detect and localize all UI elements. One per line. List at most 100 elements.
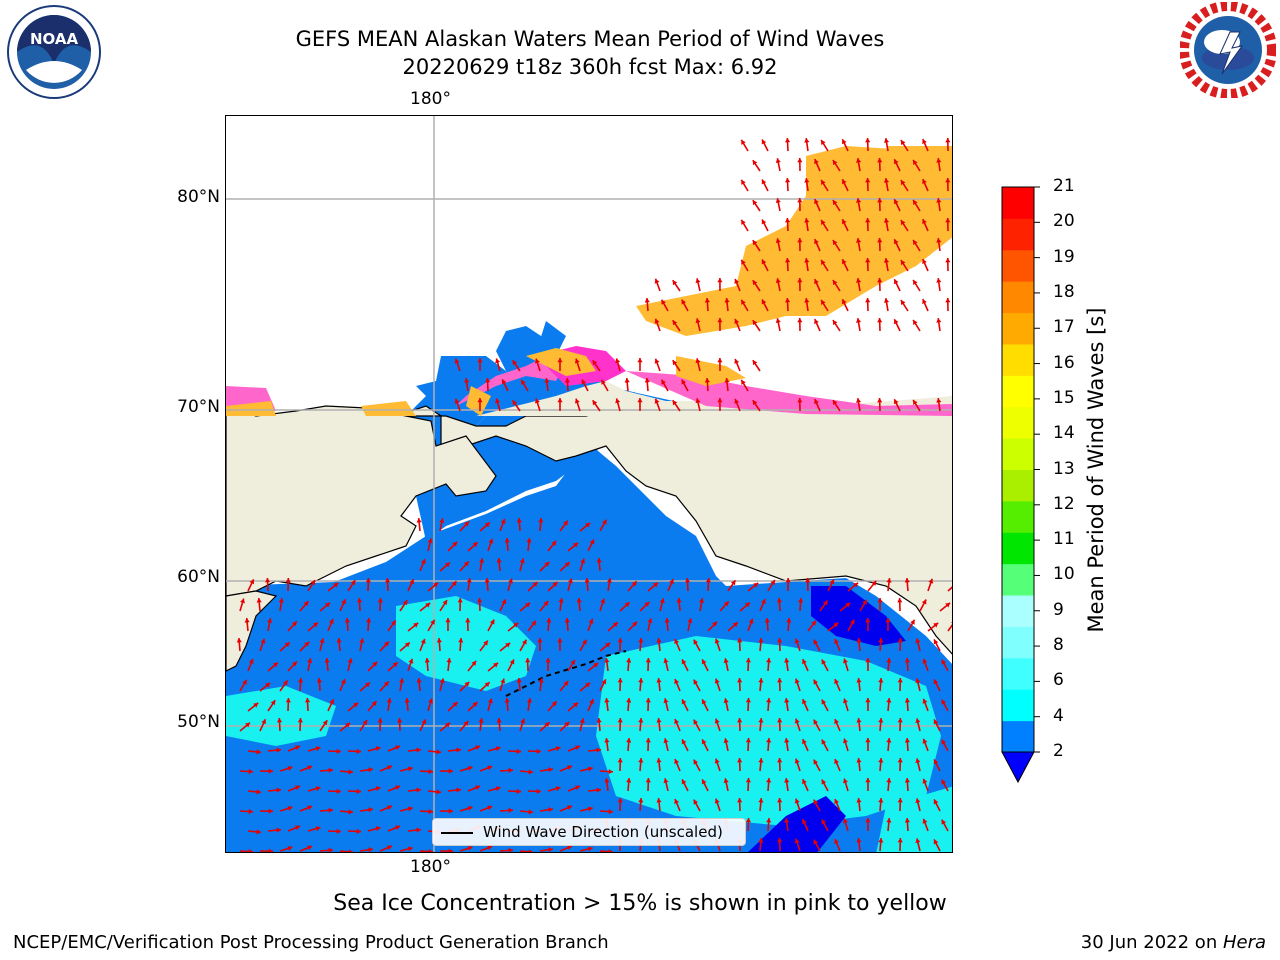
wave-direction-arrowhead bbox=[348, 809, 353, 815]
wave-direction-arrowhead bbox=[832, 280, 838, 286]
wave-direction-arrowhead bbox=[236, 638, 242, 643]
wave-direction-arrowhead bbox=[536, 748, 541, 754]
wave-direction-arrowhead bbox=[821, 139, 826, 145]
wave-direction-arrowhead bbox=[821, 299, 826, 305]
wave-direction-arrowhead bbox=[436, 749, 441, 755]
wave-direction-arrowhead bbox=[758, 638, 764, 643]
wave-direction-arrowhead bbox=[464, 521, 469, 527]
wave-direction-arrowhead bbox=[856, 718, 862, 723]
wave-direction-arrowhead bbox=[663, 738, 669, 744]
wave-direction-arrowhead bbox=[704, 378, 710, 383]
wave-direction-arrowhead bbox=[465, 618, 471, 623]
wave-direction-arrowhead bbox=[701, 739, 707, 745]
wave-direction-arrowhead bbox=[804, 258, 810, 263]
legend-label: Wind Wave Direction (unscaled) bbox=[483, 823, 723, 841]
wave-direction-arrowhead bbox=[752, 360, 758, 366]
wave-direction-arrowhead bbox=[821, 259, 826, 265]
wave-direction-arrowhead bbox=[900, 260, 906, 266]
ocean-cyan-1 bbox=[396, 596, 536, 691]
wave-direction-arrowhead bbox=[544, 722, 550, 728]
footer-credit: NCEP/EMC/Verification Post Processing Pr… bbox=[13, 932, 609, 953]
wave-direction-arrowhead bbox=[834, 839, 840, 844]
wave-direction-arrowhead bbox=[307, 765, 313, 771]
wave-direction-arrowhead bbox=[945, 138, 951, 143]
wave-direction-arrowhead bbox=[516, 788, 521, 794]
wave-direction-arrowhead bbox=[589, 539, 595, 545]
wave-direction-arrowhead bbox=[602, 519, 607, 525]
wave-direction-arrowhead bbox=[371, 701, 377, 707]
wave-direction-arrowhead bbox=[248, 768, 253, 775]
wave-direction-arrowhead bbox=[669, 579, 674, 585]
wave-direction-arrowhead bbox=[304, 698, 311, 703]
wave-direction-arrowhead bbox=[356, 598, 363, 603]
wave-direction-arrowhead bbox=[384, 641, 389, 647]
wave-direction-arrowhead bbox=[775, 238, 781, 243]
wave-direction-arrowhead bbox=[387, 805, 393, 811]
wave-direction-arrowhead bbox=[495, 398, 501, 404]
wave-direction-arrowhead bbox=[784, 698, 790, 703]
wave-direction-arrowhead bbox=[758, 718, 764, 723]
wave-direction-arrowhead bbox=[248, 658, 254, 664]
noaa-logo: NOAA bbox=[6, 4, 102, 100]
wave-direction-arrowhead bbox=[865, 658, 871, 663]
wave-direction-arrowhead bbox=[877, 238, 883, 243]
wave-direction-arrowhead bbox=[776, 598, 782, 603]
wave-direction-arrowhead bbox=[829, 579, 835, 585]
wave-direction-arrowhead bbox=[626, 738, 632, 743]
colorbar-extend-min bbox=[1001, 751, 1035, 784]
wave-direction-arrowhead bbox=[240, 598, 245, 604]
wave-direction-arrowhead bbox=[608, 769, 613, 775]
wave-direction-arrowhead bbox=[761, 139, 767, 145]
wave-direction-arrowhead bbox=[936, 278, 942, 283]
wave-direction-arrowhead bbox=[604, 778, 610, 783]
wave-direction-arrowhead bbox=[272, 662, 278, 668]
wave-direction-arrowhead bbox=[813, 679, 819, 685]
wave-direction-arrowhead bbox=[472, 542, 478, 548]
wave-direction-arrowhead bbox=[834, 799, 840, 804]
colorbar-tick-label: 19 bbox=[1053, 246, 1075, 267]
wave-direction-arrowhead bbox=[404, 642, 410, 648]
wave-direction-arrowhead bbox=[764, 618, 770, 623]
wave-direction-arrowhead bbox=[416, 827, 421, 833]
wave-direction-arrowhead bbox=[777, 758, 783, 763]
wave-direction-arrowhead bbox=[504, 538, 510, 543]
wave-direction-arrowhead bbox=[922, 179, 927, 185]
wave-direction-arrowhead bbox=[659, 598, 665, 604]
wave-direction-arrowhead bbox=[752, 280, 758, 286]
wave-direction-arrowhead bbox=[285, 698, 291, 703]
wave-direction-arrowhead bbox=[745, 818, 751, 823]
wave-direction-arrowhead bbox=[601, 379, 606, 385]
wave-direction-arrowhead bbox=[516, 678, 522, 683]
wave-direction-arrowhead bbox=[536, 788, 541, 794]
wave-direction-arrowhead bbox=[737, 638, 743, 643]
lon-label-top: 180° bbox=[410, 89, 451, 109]
wave-direction-arrowhead bbox=[644, 378, 650, 383]
wave-direction-arrowhead bbox=[886, 778, 892, 783]
wave-direction-arrowhead bbox=[766, 778, 772, 783]
wave-direction-arrowhead bbox=[645, 698, 651, 703]
wave-direction-arrowhead bbox=[436, 638, 442, 643]
wave-direction-arrowhead bbox=[745, 738, 751, 743]
wave-direction-arrowhead bbox=[617, 678, 623, 683]
wave-direction-arrowhead bbox=[654, 318, 660, 324]
wave-direction-arrowhead bbox=[522, 639, 527, 645]
colorbar-tick-label: 16 bbox=[1053, 352, 1075, 373]
wave-direction-arrowhead bbox=[265, 682, 271, 688]
wave-direction-arrowhead bbox=[834, 759, 840, 764]
wave-direction-arrow bbox=[519, 850, 534, 852]
wave-direction-arrowhead bbox=[945, 178, 951, 183]
wave-direction-arrowhead bbox=[295, 745, 301, 751]
wave-direction-arrowhead bbox=[567, 765, 572, 771]
wave-direction-arrowhead bbox=[638, 758, 644, 763]
wave-direction-arrowhead bbox=[348, 769, 353, 775]
wave-direction-arrowhead bbox=[717, 358, 723, 363]
wave-direction-arrowhead bbox=[886, 698, 892, 703]
wave-direction-arrowhead bbox=[865, 618, 871, 623]
wave-direction-arrowhead bbox=[472, 702, 478, 707]
wave-direction-arrowhead bbox=[475, 745, 481, 751]
wave-direction-arrowhead bbox=[587, 846, 593, 852]
wave-direction-arrowhead bbox=[368, 807, 373, 813]
wave-direction-arrowhead bbox=[573, 542, 579, 548]
wave-direction-arrowhead bbox=[601, 679, 607, 685]
wave-direction-arrowhead bbox=[883, 298, 890, 303]
